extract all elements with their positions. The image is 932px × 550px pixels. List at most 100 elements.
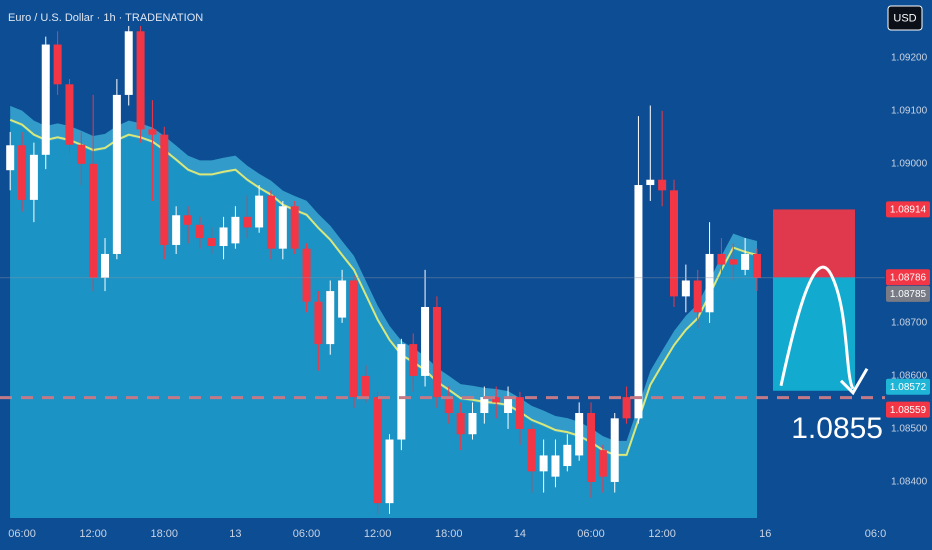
candle-body <box>278 206 287 249</box>
candle-body <box>468 413 477 435</box>
candle-body <box>219 227 228 247</box>
x-tick-label: 06:0 <box>865 528 886 540</box>
price-tag-label: 1.08572 <box>890 382 927 393</box>
candle-body <box>302 248 311 302</box>
price-tag <box>886 201 930 218</box>
x-tick-label: 18:00 <box>151 528 179 540</box>
candle-body <box>314 301 323 345</box>
candle-body <box>41 44 50 155</box>
candle-body <box>255 195 264 228</box>
candle-body <box>6 145 15 171</box>
candle-body <box>705 253 714 313</box>
candle-body <box>89 163 98 278</box>
candle-body <box>456 413 465 435</box>
plot-area <box>0 25 885 519</box>
candle-body <box>527 428 536 472</box>
target-zone <box>773 277 855 391</box>
y-tick-label: 1.08400 <box>891 477 928 488</box>
candle-body <box>124 31 133 95</box>
candle-body <box>148 129 157 135</box>
candle-body <box>681 280 690 297</box>
x-tick-label: 06:00 <box>577 528 605 540</box>
candle-body <box>385 439 394 504</box>
x-tick-label: 06:00 <box>293 528 321 540</box>
x-tick-label: 14 <box>514 528 526 540</box>
candle-body <box>646 179 655 186</box>
y-tick-label: 1.08500 <box>891 424 928 435</box>
candle-body <box>658 179 667 191</box>
currency-button[interactable] <box>887 5 923 31</box>
candle-body <box>492 397 501 403</box>
x-tick-label: 12:00 <box>79 528 107 540</box>
candle-body <box>77 144 86 164</box>
price-tag <box>886 378 930 395</box>
price-tag <box>886 269 930 286</box>
target-annotation: 1.0855 <box>791 412 883 445</box>
y-tick-label: 1.09100 <box>891 105 928 116</box>
candle-body <box>338 280 347 318</box>
price-tag <box>886 401 930 418</box>
candle-body <box>290 206 299 249</box>
candle-body <box>207 238 216 247</box>
candle-body <box>195 224 204 239</box>
candle-body <box>373 397 382 504</box>
candle-body <box>160 134 169 245</box>
candle-body <box>610 418 619 482</box>
candle-body <box>717 253 726 265</box>
candle-body <box>551 455 560 477</box>
candle-body <box>53 44 62 85</box>
candle-body <box>587 413 596 482</box>
y-tick-label: 1.08700 <box>891 318 928 329</box>
candle-body <box>741 253 750 270</box>
cloud-area <box>10 121 757 519</box>
x-tick-label: 12:00 <box>648 528 676 540</box>
candle-body <box>444 397 453 414</box>
candle-body <box>575 413 584 456</box>
forecast-arrow <box>779 265 855 390</box>
candle-body <box>409 344 418 376</box>
price-tag-label: 1.08559 <box>890 405 927 416</box>
price-tag-label: 1.08785 <box>890 289 927 300</box>
candle-body <box>349 280 358 398</box>
candle-body <box>670 190 679 297</box>
x-tick-label: 06:00 <box>8 528 36 540</box>
candle-body <box>563 444 572 467</box>
candle-body <box>184 215 193 225</box>
forecast-arrow-head <box>839 367 869 396</box>
candle-body <box>397 344 406 440</box>
candle-body <box>101 253 110 278</box>
x-tick-label: 13 <box>229 528 241 540</box>
currency-label[interactable]: USD <box>893 12 916 24</box>
candle-body <box>361 375 370 398</box>
candle-body <box>515 397 524 429</box>
candle-body <box>634 185 643 419</box>
candle-body <box>326 291 335 345</box>
candle-body <box>752 253 761 278</box>
candle-body <box>112 94 121 254</box>
x-tick-label: 18:00 <box>435 528 463 540</box>
candle-body <box>421 306 430 376</box>
price-tag-label: 1.08914 <box>890 205 927 216</box>
x-tick-label: 16 <box>759 528 771 540</box>
candle-body <box>231 216 240 244</box>
candle-body <box>29 154 38 200</box>
moving-average <box>9 118 758 456</box>
x-tick-label: 12:00 <box>364 528 392 540</box>
candle-body <box>504 397 513 414</box>
y-tick-label: 1.08600 <box>891 371 928 382</box>
candle-body <box>136 31 145 130</box>
y-tick-label: 1.09200 <box>891 52 928 63</box>
candle-body <box>693 280 702 313</box>
candle-body <box>432 306 441 398</box>
candle-body <box>243 216 252 228</box>
y-tick-label: 1.09000 <box>891 158 928 169</box>
candle-body <box>65 84 74 145</box>
candle-body <box>622 397 631 419</box>
candle-body <box>172 215 181 245</box>
candle-body <box>18 145 27 200</box>
candle-body <box>266 195 275 249</box>
candle-body <box>480 397 489 414</box>
candle-body <box>598 450 607 477</box>
candle-body <box>729 259 738 265</box>
